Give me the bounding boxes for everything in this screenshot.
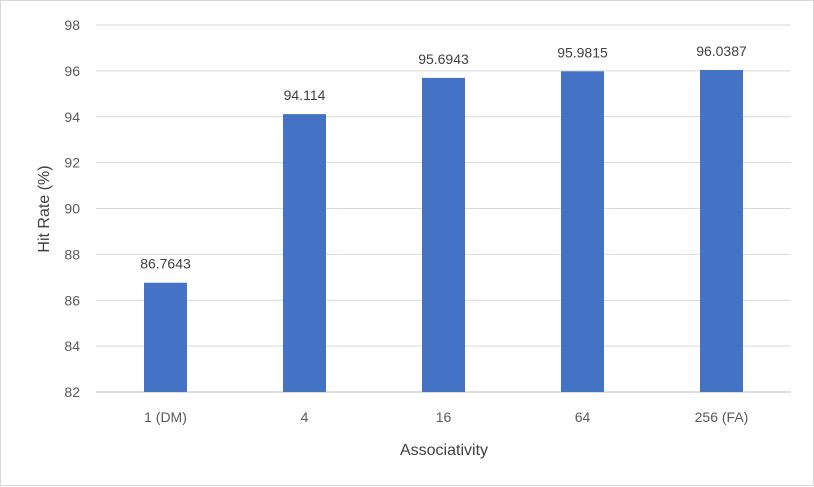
bar bbox=[700, 69, 743, 393]
y-tick-label: 98 bbox=[64, 17, 80, 33]
data-label: 96.0387 bbox=[696, 43, 747, 59]
x-tick-label: 4 bbox=[301, 409, 309, 425]
bars bbox=[144, 69, 743, 393]
x-tick-labels: 1 (DM) 4 16 64 256 (FA) bbox=[144, 409, 748, 425]
x-tick-label: 1 (DM) bbox=[144, 409, 187, 425]
bar bbox=[561, 71, 604, 392]
y-tick-label: 84 bbox=[64, 338, 80, 354]
y-tick-label: 94 bbox=[64, 109, 80, 125]
data-label: 95.6943 bbox=[418, 51, 469, 67]
x-tick-label: 256 (FA) bbox=[695, 409, 749, 425]
y-tick-label: 82 bbox=[64, 384, 80, 400]
x-tick-label: 64 bbox=[575, 409, 591, 425]
data-label: 94.114 bbox=[284, 87, 326, 103]
y-tick-label: 92 bbox=[64, 155, 80, 171]
bar bbox=[144, 282, 187, 392]
data-labels: 86.7643 94.114 95.6943 95.9815 96.0387 bbox=[140, 43, 747, 272]
y-tick-label: 88 bbox=[64, 246, 80, 262]
bar bbox=[422, 77, 465, 392]
y-tick-labels: 82 84 86 88 90 92 94 96 98 bbox=[64, 17, 80, 400]
y-axis-title: Hit Rate (%) bbox=[36, 165, 53, 252]
y-tick-label: 86 bbox=[64, 292, 80, 308]
data-label: 86.7643 bbox=[140, 256, 191, 272]
y-tick-label: 90 bbox=[64, 201, 80, 217]
data-label: 95.9815 bbox=[557, 44, 608, 60]
bar bbox=[283, 114, 326, 392]
y-tick-label: 96 bbox=[64, 63, 80, 79]
x-axis-title: Associativity bbox=[400, 442, 488, 459]
x-tick-label: 16 bbox=[436, 409, 452, 425]
